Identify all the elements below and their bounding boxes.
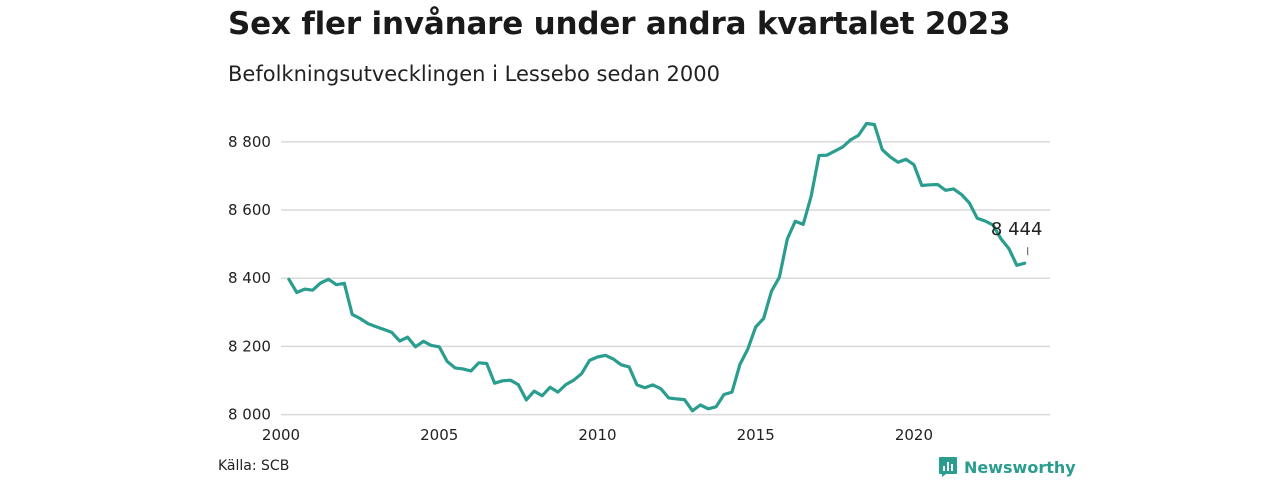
x-tick-label: 2010 bbox=[578, 426, 616, 444]
source-note: Källa: SCB bbox=[218, 458, 290, 474]
x-tick-label: 2000 bbox=[262, 426, 300, 444]
y-tick-label: 8 600 bbox=[228, 201, 271, 219]
x-tick-label: 2020 bbox=[895, 426, 933, 444]
x-tick-label: 2015 bbox=[737, 426, 775, 444]
y-tick-label: 8 800 bbox=[228, 133, 271, 151]
y-tick-label: 8 200 bbox=[228, 337, 271, 355]
x-tick-label: 2005 bbox=[420, 426, 458, 444]
brand-logo: Newsworthy bbox=[938, 456, 1076, 478]
chart-title: Sex fler invånare under andra kvartalet … bbox=[228, 6, 1011, 42]
chart-subtitle: Befolkningsutvecklingen i Lessebo sedan … bbox=[228, 62, 721, 86]
brand-name: Newsworthy bbox=[964, 457, 1076, 477]
end-value-label: 8 444 bbox=[991, 219, 1043, 240]
series-line bbox=[287, 121, 1027, 413]
y-tick-label: 8 400 bbox=[228, 269, 271, 287]
y-tick-label: 8 000 bbox=[228, 406, 271, 424]
bar-chart-icon bbox=[939, 457, 957, 477]
